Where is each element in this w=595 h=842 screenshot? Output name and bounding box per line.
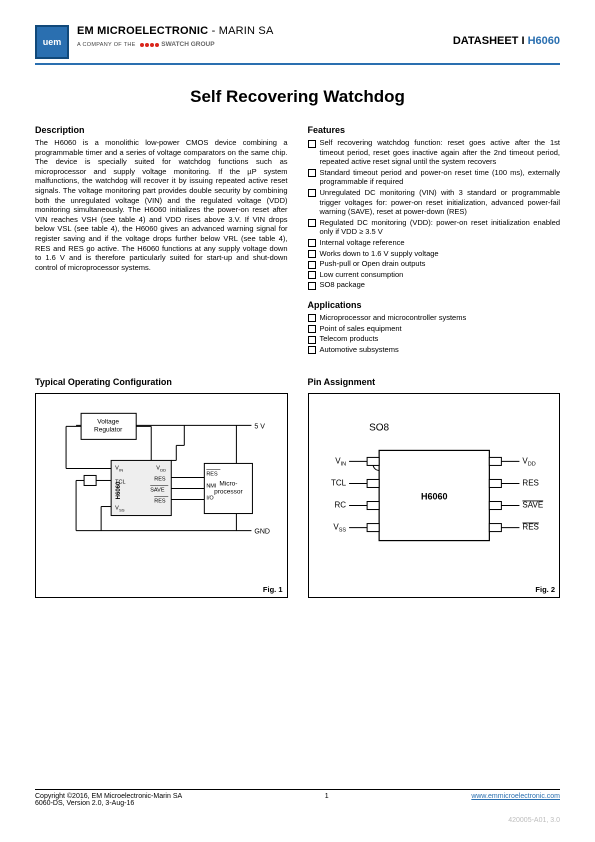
svg-text:VDD: VDD: [522, 457, 535, 468]
footer-left: Copyright ©2016, EM Microelectronic-Mari…: [35, 793, 182, 807]
svg-text:DD: DD: [160, 468, 166, 473]
diagram-pinout-col: Pin Assignment SO8 H6060: [308, 377, 561, 598]
svg-text:RES: RES: [154, 499, 166, 505]
application-item: Automotive subsystems: [308, 345, 561, 355]
feature-item: Self recovering watchdog function: reset…: [308, 138, 561, 167]
svg-text:RES: RES: [522, 479, 538, 488]
pkg-label: SO8: [369, 423, 389, 434]
fig2-label: Fig. 2: [535, 585, 555, 594]
company-logo: uem: [35, 25, 69, 59]
footer-row: Copyright ©2016, EM Microelectronic-Mari…: [35, 793, 560, 807]
footer: Copyright ©2016, EM Microelectronic-Mari…: [35, 789, 560, 824]
company-subline: A COMPANY OF THE SWATCH GROUP: [77, 41, 273, 48]
feature-item: Works down to 1.6 V supply voltage: [308, 249, 561, 259]
feature-item: Push-pull or Open drain outputs: [308, 259, 561, 269]
svg-text:NMI: NMI: [206, 484, 217, 490]
doc-version: 6060-DS, Version 2.0, 3-Aug-16: [35, 800, 182, 807]
vreg-label-1: Voltage: [97, 419, 119, 426]
rail-5v-label: 5 V: [254, 424, 265, 431]
diagrams-row: Typical Operating Configuration 5 V GND …: [35, 377, 560, 598]
feature-item: Standard timeout period and power-on res…: [308, 168, 561, 187]
page-number: 1: [182, 793, 471, 800]
svg-text:Micro-: Micro-: [219, 481, 237, 488]
application-item: Telecom products: [308, 334, 561, 344]
header: uem EM MICROELECTRONIC - MARIN SA A COMP…: [35, 25, 560, 59]
config-title: Typical Operating Configuration: [35, 377, 288, 387]
header-rule: [35, 63, 560, 65]
description-heading: Description: [35, 125, 288, 135]
gnd-label: GND: [254, 529, 270, 536]
page-title: Self Recovering Watchdog: [35, 87, 560, 107]
vreg-label-2: Regulator: [94, 427, 123, 434]
features-list: Self recovering watchdog function: reset…: [308, 138, 561, 290]
text-columns: Description The H6060 is a monolithic lo…: [35, 125, 560, 355]
doc-code: 420005-A01, 3.0: [35, 817, 560, 824]
applications-list: Microprocessor and microcontroller syste…: [308, 313, 561, 354]
footer-right: www.emmicroelectronic.com: [471, 793, 560, 800]
pinout-svg: SO8 H6060 VIN TCL RC: [309, 394, 560, 597]
feature-item: Unregulated DC monitoring (VIN) with 3 s…: [308, 188, 561, 217]
pinout-title: Pin Assignment: [308, 377, 561, 387]
features-heading: Features: [308, 125, 561, 135]
copyright-text: Copyright ©2016, EM Microelectronic-Mari…: [35, 793, 182, 800]
fig1-label: Fig. 1: [263, 585, 283, 594]
svg-text:SS: SS: [119, 508, 125, 513]
feature-item: SO8 package: [308, 280, 561, 290]
footer-link[interactable]: www.emmicroelectronic.com: [471, 793, 560, 800]
applications-heading: Applications: [308, 300, 561, 310]
config-svg: 5 V GND Voltage Regulator H6060 V: [36, 394, 287, 597]
svg-text:RES: RES: [206, 472, 218, 478]
svg-text:VSS: VSS: [333, 523, 346, 534]
svg-text:RES: RES: [522, 523, 538, 532]
header-left: uem EM MICROELECTRONIC - MARIN SA A COMP…: [35, 25, 273, 59]
col-features: Features Self recovering watchdog functi…: [308, 125, 561, 355]
application-item: Point of sales equipment: [308, 324, 561, 334]
col-description: Description The H6060 is a monolithic lo…: [35, 125, 288, 355]
footer-rule: [35, 789, 560, 790]
svg-text:VIN: VIN: [335, 457, 346, 468]
swatch-dots-icon: [140, 43, 159, 47]
svg-text:processor: processor: [214, 489, 243, 496]
svg-text:SAVE: SAVE: [150, 488, 165, 494]
diagram-config-col: Typical Operating Configuration 5 V GND …: [35, 377, 288, 598]
header-right: DATASHEET I H6060: [453, 25, 560, 47]
company-name-bold: EM MICROELECTRONIC: [77, 25, 208, 37]
company-block: EM MICROELECTRONIC - MARIN SA A COMPANY …: [77, 25, 273, 48]
svg-text:IN: IN: [119, 468, 123, 473]
left-pins: VIN TCL RC VSS: [330, 457, 378, 534]
company-name-suffix: - MARIN SA: [208, 25, 273, 37]
feature-item: Internal voltage reference: [308, 238, 561, 248]
pinout-chip-label: H6060: [420, 492, 447, 502]
description-text: The H6060 is a monolithic low-power CMOS…: [35, 138, 288, 272]
svg-text:I/O: I/O: [206, 496, 214, 502]
subline-prefix: A COMPANY OF THE: [77, 42, 137, 48]
feature-item: Low current consumption: [308, 270, 561, 280]
datasheet-word: DATASHEET I: [453, 35, 528, 47]
feature-item: Regulated DC monitoring (VDD): power-on …: [308, 218, 561, 237]
svg-text:TCL: TCL: [115, 480, 125, 486]
svg-text:TCL: TCL: [330, 479, 346, 488]
application-item: Microprocessor and microcontroller syste…: [308, 313, 561, 323]
pinout-diagram: SO8 H6060 VIN TCL RC: [308, 393, 561, 598]
svg-text:RES: RES: [154, 477, 166, 483]
datasheet-label: DATASHEET I H6060: [453, 35, 560, 47]
company-name: EM MICROELECTRONIC - MARIN SA: [77, 25, 273, 37]
svg-text:SAVE: SAVE: [522, 501, 543, 510]
svg-text:RC: RC: [334, 501, 346, 510]
right-pins: VDD RES SAVE RES: [489, 457, 543, 532]
swatch-group-text: SWATCH GROUP: [161, 41, 214, 48]
part-number: H6060: [528, 35, 560, 47]
config-diagram: 5 V GND Voltage Regulator H6060 V: [35, 393, 288, 598]
